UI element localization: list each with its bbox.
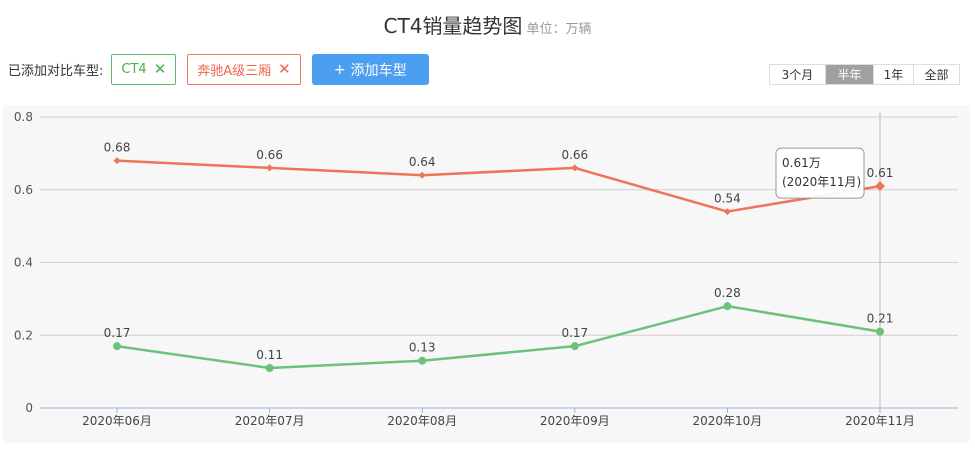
data-point	[418, 356, 427, 365]
range-1-year[interactable]: 1年	[873, 65, 913, 84]
x-axis: 2020年06月 2020年07月 2020年08月 2020年09月 2020年10月…	[40, 407, 958, 428]
add-model-button[interactable]: + 添加车型	[311, 54, 429, 85]
compare-bar: 已添加对比车型: CT4 ✕ 奔驰A级三厢 ✕ + 添加车型	[8, 54, 429, 85]
data-label: 0.28	[714, 286, 741, 300]
plus-icon: +	[333, 61, 346, 78]
range-3-months[interactable]: 3个月	[770, 65, 825, 84]
data-point	[723, 302, 732, 311]
compare-tag-benz-a[interactable]: 奔驰A级三厢 ✕	[187, 54, 301, 85]
compare-label: 已添加对比车型:	[8, 64, 104, 79]
chart-tooltip: 0.61万 (2020年11月)	[775, 147, 865, 199]
data-point	[876, 327, 884, 336]
x-tick-label: 2020年09月	[540, 414, 610, 428]
range-all[interactable]: 全部	[913, 65, 959, 84]
series-line	[116, 304, 881, 370]
compare-tag-ct4[interactable]: CT4 ✕	[111, 54, 177, 85]
tooltip-value: 0.61万	[782, 156, 821, 170]
data-point	[266, 164, 274, 172]
chart-heading: CT4销量趋势图 单位：万辆	[0, 10, 975, 39]
x-tick-label: 2020年08月	[387, 414, 457, 428]
time-range-selector: 3个月 半年 1年 全部	[769, 64, 960, 85]
unit-label: 单位：万辆	[526, 22, 592, 37]
y-tick-label: 0.2	[14, 328, 33, 342]
data-point	[875, 181, 885, 192]
range-half-year[interactable]: 半年	[825, 65, 873, 84]
data-label: 0.66	[256, 148, 283, 162]
data-label: 0.68	[104, 141, 131, 155]
x-tick-label: 2020年10月	[692, 414, 762, 428]
data-point	[723, 208, 731, 216]
series-layer: 0.68 0.66 0.64 0.66 0.54 0.61 0.17 0.11 0.13 0.17…	[104, 141, 894, 372]
data-label: 0.66	[561, 148, 588, 162]
data-label: 0.54	[714, 192, 741, 206]
sales-trend-chart: 00.20.40.60.8 2020年06月 2020年07月 2020年08月 20…	[14, 110, 958, 428]
x-tick-label: 2020年06月	[82, 414, 152, 428]
data-label: 0.17	[104, 326, 131, 340]
compare-tag-label: 奔驰A级三厢	[197, 64, 272, 79]
series-line	[116, 159, 881, 213]
page-title: CT4销量趋势图	[383, 14, 523, 38]
y-tick-label: 0.4	[14, 256, 33, 270]
y-tick-label: 0.6	[14, 183, 33, 197]
tooltip-box	[775, 147, 865, 199]
grid-lines	[40, 116, 958, 336]
x-tick-label: 2020年07月	[235, 414, 305, 428]
x-tick-label: 2020年11月	[845, 414, 915, 428]
data-label: 0.64	[409, 155, 436, 169]
data-point	[113, 157, 121, 165]
chart-panel: 0 0.2 0.4 0.6 0.8 2020年06月 2020年07月 2020年08月 20…	[3, 105, 970, 443]
data-label: 0.61	[867, 166, 894, 180]
close-icon[interactable]: ✕	[278, 60, 291, 78]
add-model-label: 添加车型	[350, 62, 407, 79]
close-icon[interactable]: ✕	[153, 60, 167, 78]
y-axis-ticks: 0 0.2 0.4 0.6 0.8	[14, 110, 33, 415]
data-point	[571, 164, 579, 172]
data-point	[418, 171, 426, 179]
data-label: 0.21	[867, 312, 894, 326]
data-label: 0.11	[256, 348, 283, 362]
data-point	[265, 363, 274, 372]
data-label: 0.17	[561, 326, 588, 340]
data-point	[113, 342, 121, 351]
compare-tag-label: CT4	[121, 62, 147, 77]
tooltip-period: (2020年11月)	[782, 175, 861, 189]
y-tick-label: 0.8	[14, 110, 33, 124]
y-tick-label: 0	[25, 401, 33, 415]
data-label: 0.13	[409, 341, 436, 355]
data-point	[570, 342, 579, 351]
